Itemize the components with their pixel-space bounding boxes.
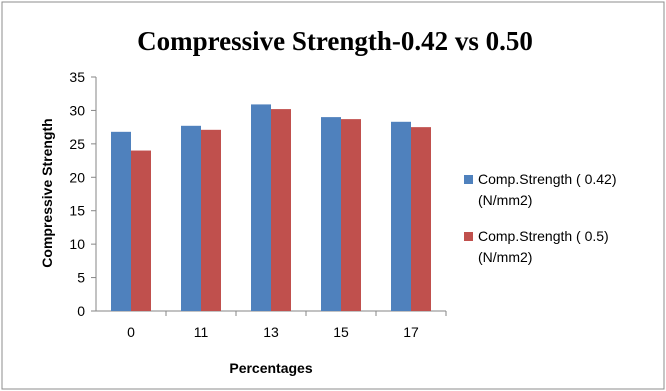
legend: Comp.Strength ( 0.42) (N/mm2) Comp.Strengt…: [464, 171, 617, 265]
x-tick-label: 13: [263, 324, 279, 340]
y-tick-label: 30: [69, 102, 85, 118]
bar-series-05-11: [201, 129, 221, 311]
x-tick-label: 15: [333, 324, 349, 340]
bar-series-05-17: [411, 127, 431, 312]
bar-series-042-13: [251, 104, 271, 311]
bar-series-05-0: [131, 150, 151, 311]
y-tick-label: 25: [69, 136, 85, 152]
x-tick-label: 0: [127, 324, 135, 340]
y-axis-label: Compressive Strength: [39, 118, 55, 267]
legend-swatch: [464, 232, 473, 241]
legend-label: Comp.Strength ( 0.5): [478, 228, 609, 244]
y-tick-label: 20: [69, 169, 85, 185]
legend-label-unit: (N/mm2): [478, 249, 532, 265]
bar-series-05-13: [271, 109, 291, 311]
plot-area: 0 5 10 15 20 25 30 35 0 11 13 15 17: [69, 69, 447, 340]
bar-series-042-17: [391, 121, 411, 312]
y-tick-label: 10: [69, 236, 85, 252]
x-tick-label: 17: [403, 324, 419, 340]
bar-series-042-15: [321, 117, 341, 311]
y-tick-label: 35: [69, 69, 85, 85]
y-tick-label: 0: [77, 303, 85, 319]
x-axis-label: Percentages: [229, 360, 312, 376]
legend-swatch: [464, 175, 473, 184]
bar-series-05-15: [341, 119, 361, 312]
bar-series-042-0: [111, 131, 131, 311]
y-tick-label: 15: [69, 203, 85, 219]
chart-title: Compressive Strength-0.42 vs 0.50: [137, 26, 533, 56]
legend-label: Comp.Strength ( 0.42): [478, 171, 617, 187]
legend-label-unit: (N/mm2): [478, 192, 532, 208]
x-tick-label: 11: [194, 324, 209, 340]
bar-series-042-11: [181, 125, 201, 311]
y-tick-label: 5: [77, 270, 85, 286]
